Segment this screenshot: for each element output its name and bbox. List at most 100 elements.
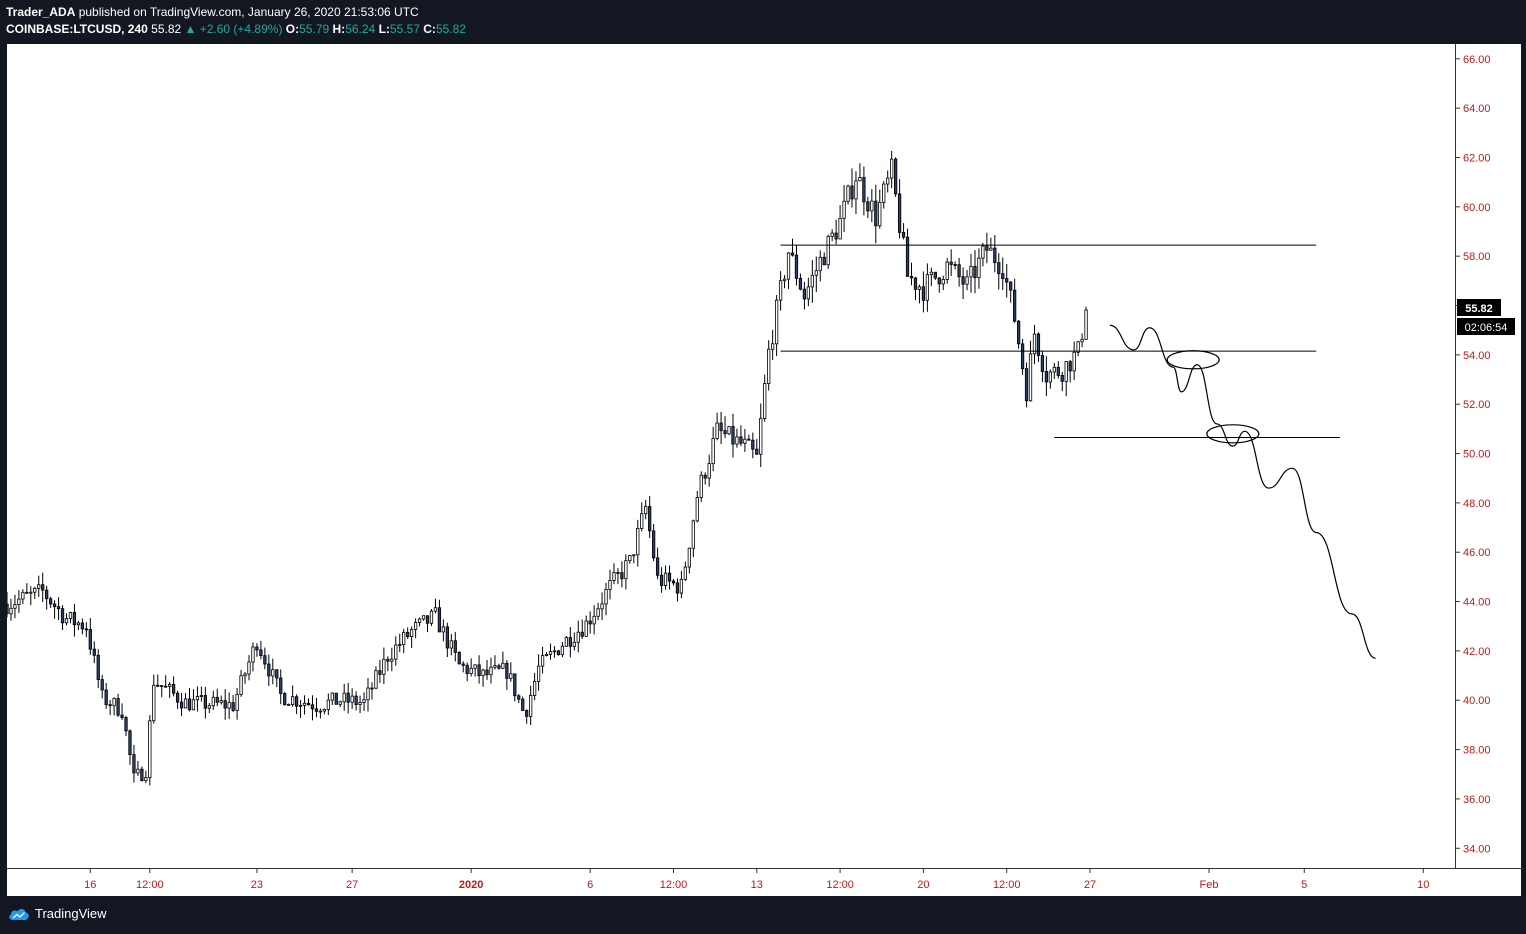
candle-body xyxy=(564,637,568,647)
candle-body xyxy=(655,557,660,576)
candle-body xyxy=(683,566,688,580)
candle-body xyxy=(905,236,910,277)
candle-body xyxy=(802,288,807,300)
symbol-info: COINBASE:LTCUSD, 240 55.82 ▲ +2.60 (+4.8… xyxy=(6,22,466,36)
candle-body xyxy=(774,299,779,345)
candle-body xyxy=(326,699,330,710)
candle-body xyxy=(279,677,283,694)
time-tick-label: 27 xyxy=(1084,879,1096,891)
candle-body xyxy=(917,286,922,290)
time-axis[interactable]: 16 12:00 23 27 2020 6 12:00 13 12:00 20 12:00 27 Feb… xyxy=(84,868,1429,891)
candle-body xyxy=(64,618,69,624)
candle-body xyxy=(866,201,870,212)
candle-body xyxy=(136,768,140,774)
candle-body xyxy=(1052,366,1056,373)
time-tick-label: 2020 xyxy=(459,879,483,891)
candle-body xyxy=(378,670,382,675)
candle-body xyxy=(310,704,315,710)
candle-body xyxy=(909,276,914,279)
time-tick-label: 12:00 xyxy=(136,879,164,891)
time-tick-label: 5 xyxy=(1301,879,1307,891)
candle-body xyxy=(640,513,644,529)
candle-body xyxy=(45,589,49,600)
candle-body xyxy=(782,278,787,282)
candle-body xyxy=(199,695,204,697)
candle-body xyxy=(552,650,557,653)
candle-body xyxy=(711,438,715,465)
candle-body xyxy=(913,277,918,290)
price-tick-label: 54.00 xyxy=(1463,350,1491,362)
close-value: 55.82 xyxy=(435,22,466,36)
candle-body xyxy=(124,717,128,732)
price-tick-label: 62.00 xyxy=(1463,152,1491,164)
price-chart[interactable]: 34.00 36.00 38.00 40.00 42.00 44.00 46.00 48.00… xyxy=(7,44,1521,896)
chart-area[interactable]: 34.00 36.00 38.00 40.00 42.00 44.00 46.00 48.00… xyxy=(7,44,1521,896)
candle-body xyxy=(747,438,751,441)
candle-body xyxy=(584,620,588,637)
candle-body xyxy=(1060,375,1064,382)
candle-body xyxy=(370,687,374,690)
candle-body xyxy=(76,622,81,626)
candle-body xyxy=(17,598,21,606)
candle-body xyxy=(933,271,937,279)
price-tick-label: 50.00 xyxy=(1463,449,1491,461)
candle-body xyxy=(798,277,803,290)
candle-body xyxy=(1084,309,1088,340)
candle-body xyxy=(604,589,608,605)
candle-body xyxy=(985,245,989,251)
candle-body xyxy=(425,615,430,624)
candle-body xyxy=(580,631,584,637)
price-tick-label: 64.00 xyxy=(1463,103,1491,115)
candle-body xyxy=(1028,353,1033,402)
candle-body xyxy=(929,271,933,276)
candle-body xyxy=(441,626,446,633)
candle-body xyxy=(96,654,100,680)
candle-body xyxy=(901,232,906,238)
price-tick-label: 66.00 xyxy=(1463,54,1491,66)
candle-body xyxy=(814,270,818,276)
candle-body xyxy=(402,631,406,645)
candle-body xyxy=(838,217,842,240)
candle-body xyxy=(413,622,418,630)
candle-body xyxy=(104,689,108,706)
candle-body xyxy=(342,692,346,703)
time-tick-label: 27 xyxy=(346,879,358,891)
candle-body xyxy=(60,608,65,624)
candle-body xyxy=(771,343,775,350)
candle-body xyxy=(505,662,509,679)
candle-body xyxy=(334,692,338,705)
price-tick-label: 44.00 xyxy=(1463,597,1491,609)
candle-body xyxy=(429,610,434,624)
candle-body xyxy=(449,640,453,649)
high-value: 56.24 xyxy=(345,22,376,36)
symbol-name[interactable]: COINBASE:LTCUSD, 240 xyxy=(6,22,148,36)
candle-body xyxy=(616,572,620,574)
price-tick-label: 60.00 xyxy=(1463,202,1491,214)
author-name[interactable]: Trader_ADA xyxy=(6,5,76,19)
price-tick-label: 52.00 xyxy=(1463,399,1491,411)
candle-body xyxy=(822,256,826,266)
candle-body xyxy=(445,626,449,649)
candle-body xyxy=(965,276,969,285)
candle-body xyxy=(1056,366,1060,376)
candle-body xyxy=(493,665,497,668)
candle-body xyxy=(1001,273,1005,279)
candle-body xyxy=(168,684,172,687)
candle-body xyxy=(548,651,553,655)
candle-body xyxy=(485,669,489,676)
time-tick-label: 12:00 xyxy=(826,879,854,891)
price-tick-label: 42.00 xyxy=(1463,646,1491,658)
circled-zone xyxy=(1206,424,1260,444)
price-axis[interactable]: 34.00 36.00 38.00 40.00 42.00 44.00 46.00 48.00… xyxy=(1455,54,1491,855)
user-drawings[interactable] xyxy=(780,244,1376,659)
tradingview-logo[interactable]: TradingView xyxy=(8,906,107,921)
candle-body xyxy=(1064,361,1068,382)
candle-body xyxy=(294,696,299,707)
candle-body xyxy=(540,655,545,667)
candle-body xyxy=(953,264,957,266)
candle-body xyxy=(306,702,311,706)
candle-body xyxy=(644,506,648,515)
candle-body xyxy=(187,698,192,711)
candle-body xyxy=(1013,289,1017,322)
candle-body xyxy=(88,629,92,650)
